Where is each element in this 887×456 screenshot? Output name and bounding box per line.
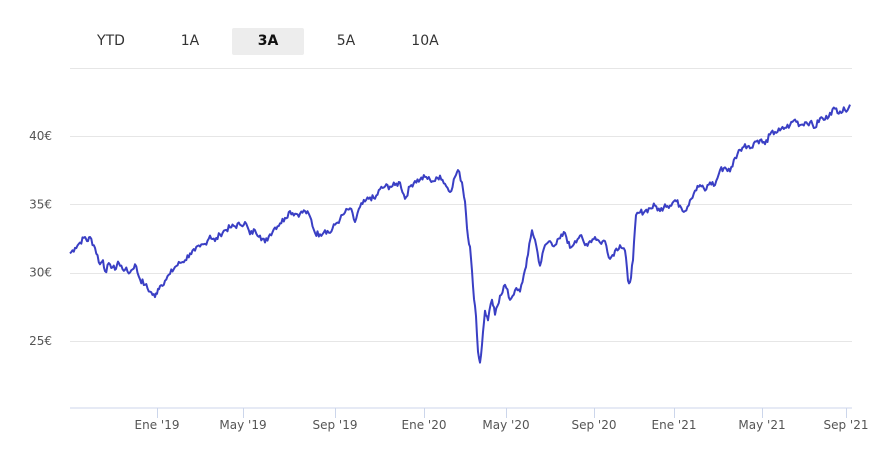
x-axis-ticks: Ene '19 May '19 Sep '19 Ene '20 May '20 Sep '… [135, 408, 869, 432]
range-button-3a[interactable]: 3A [232, 28, 304, 55]
y-tick-label: 30€ [29, 266, 52, 280]
y-axis-labels: 25€ 30€ 35€ 40€ [29, 129, 52, 348]
x-tick-label: May '20 [482, 418, 529, 432]
range-button-1a[interactable]: 1A [180, 33, 200, 49]
range-button-10a[interactable]: 10A [411, 33, 439, 49]
x-tick-label: Ene '20 [402, 418, 447, 432]
x-tick-label: May '19 [219, 418, 266, 432]
x-tick-label: Sep '21 [824, 418, 869, 432]
x-tick-label: May '21 [738, 418, 785, 432]
y-tick-label: 40€ [29, 129, 52, 143]
gridlines [70, 68, 852, 342]
y-tick-label: 25€ [29, 334, 52, 348]
range-button-ytd[interactable]: YTD [97, 33, 125, 49]
x-tick-label: Sep '19 [313, 418, 358, 432]
price-line [69, 104, 851, 364]
x-tick-label: Ene '21 [652, 418, 697, 432]
range-button-5a[interactable]: 5A [336, 33, 356, 49]
x-tick-label: Ene '19 [135, 418, 180, 432]
y-tick-label: 35€ [29, 197, 52, 211]
x-tick-label: Sep '20 [572, 418, 617, 432]
